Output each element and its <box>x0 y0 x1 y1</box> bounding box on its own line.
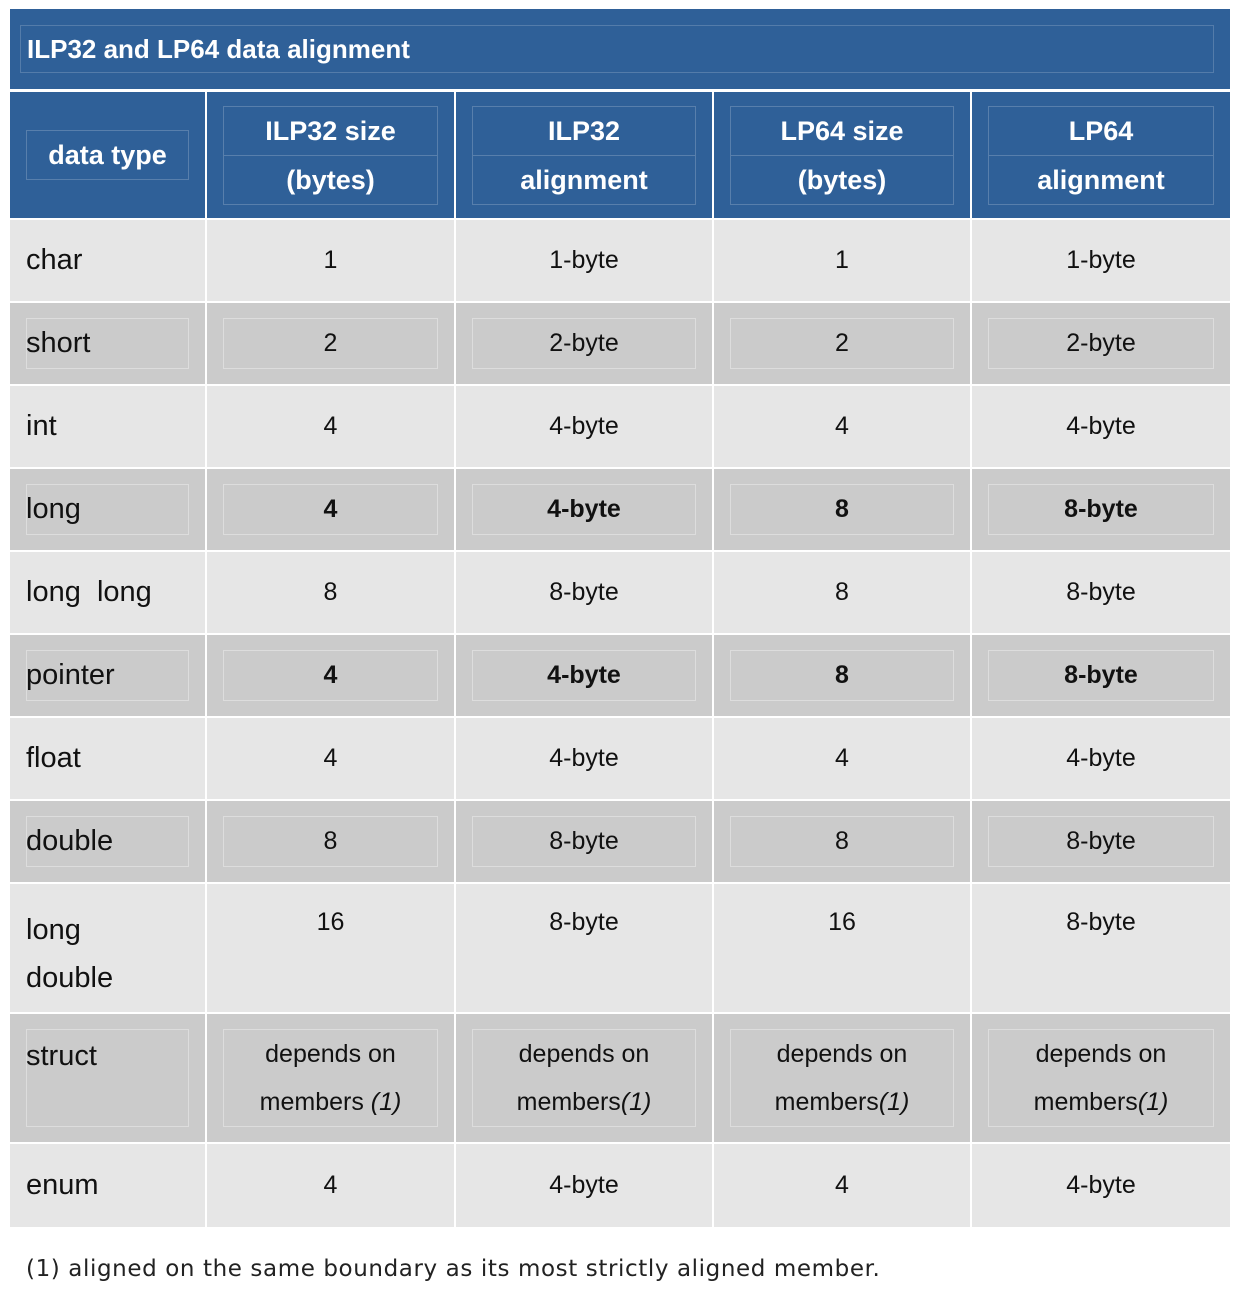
ilp32-alignment-cell: 4-byte <box>456 469 714 550</box>
table-row: float 4 4-byte 4 4-byte <box>10 718 1230 801</box>
footnote: (1) aligned on the same boundary as its … <box>26 1256 881 1282</box>
data-type-cell: long long <box>10 552 207 633</box>
ilp32-size-cell: 4 <box>207 1144 456 1227</box>
lp64-size-cell: 8 <box>714 801 972 882</box>
ilp32-size-cell: 4 <box>207 635 456 716</box>
header-lp64-size: LP64 size (bytes) <box>714 92 972 218</box>
header-ilp32-alignment-line2: alignment <box>473 154 695 204</box>
lp64-size-cell: 4 <box>714 718 972 799</box>
ilp32-size-cell: depends on members (1) <box>207 1014 456 1142</box>
ilp32-size-cell: 8 <box>207 552 456 633</box>
lp64-size-cell: 4 <box>714 1144 972 1227</box>
lp64-alignment-cell: 2-byte <box>972 303 1230 384</box>
ilp32-alignment-cell: 8-byte <box>456 884 714 1012</box>
table-row: char 1 1-byte 1 1-byte <box>10 220 1230 303</box>
header-ilp32-size-line2: (bytes) <box>224 154 437 204</box>
header-ilp32-alignment: ILP32 alignment <box>456 92 714 218</box>
alignment-table: ILP32 and LP64 data alignment data type … <box>10 9 1230 1227</box>
ilp32-alignment-cell: 4-byte <box>456 1144 714 1227</box>
lp64-alignment-cell: 8-byte <box>972 469 1230 550</box>
data-type-cell: pointer <box>10 635 207 716</box>
header-ilp32-size-line1: ILP32 size <box>265 115 396 146</box>
data-type-cell: enum <box>10 1144 207 1227</box>
data-type-cell: int <box>10 386 207 467</box>
lp64-size-cell: 4 <box>714 386 972 467</box>
lp64-alignment-cell: 4-byte <box>1066 412 1136 440</box>
ilp32-alignment-cell: 4-byte <box>456 635 714 716</box>
data-type-cell: struct <box>10 1014 207 1142</box>
ilp32-size-cell: 4 <box>207 386 456 467</box>
ilp32-size-cell: 4 <box>207 469 456 550</box>
lp64-size-cell: depends on members(1) <box>714 1014 972 1142</box>
lp64-alignment-cell: 8-byte <box>972 635 1230 716</box>
header-lp64-size-line2: (bytes) <box>731 154 953 204</box>
lp64-size-cell: 2 <box>714 303 972 384</box>
lp64-size-cell: 8 <box>714 469 972 550</box>
header-data-type-label: data type <box>48 140 167 170</box>
lp64-size-cell: 8 <box>714 552 972 633</box>
lp64-alignment-cell: 4-byte <box>1066 744 1136 772</box>
table-row: struct depends on members (1) depends on… <box>10 1014 1230 1144</box>
ilp32-size-cell: 1 <box>207 220 456 301</box>
ilp32-size-cell: 4 <box>207 718 456 799</box>
table-title-bar: ILP32 and LP64 data alignment <box>10 9 1230 89</box>
ilp32-alignment-cell: 1-byte <box>456 220 714 301</box>
data-type-cell: long <box>10 469 207 550</box>
ilp32-alignment-cell: 8-byte <box>456 552 714 633</box>
lp64-size-cell: 8 <box>714 635 972 716</box>
header-data-type: data type <box>10 92 207 218</box>
lp64-alignment-cell: 1-byte <box>1066 246 1136 274</box>
table-row: long long 8 8-byte 8 8-byte <box>10 552 1230 635</box>
data-type-cell: char <box>10 220 207 301</box>
header-lp64-size-line1: LP64 size <box>780 115 904 146</box>
ilp32-alignment-cell: 8-byte <box>456 801 714 882</box>
header-row: data type ILP32 size (bytes) ILP32 align… <box>10 92 1230 220</box>
lp64-alignment-cell: 8-byte <box>1066 578 1136 606</box>
lp64-alignment-cell: depends on members(1) <box>972 1014 1230 1142</box>
data-type-cell: float <box>10 718 207 799</box>
ilp32-alignment-cell: depends on members(1) <box>456 1014 714 1142</box>
data-type-cell: double <box>10 801 207 882</box>
header-lp64-alignment-line1: LP64 <box>1068 115 1134 146</box>
lp64-size-cell: 16 <box>714 884 972 1012</box>
ilp32-size-cell: 8 <box>207 801 456 882</box>
lp64-alignment-cell: 4-byte <box>1066 1171 1136 1199</box>
header-ilp32-size: ILP32 size (bytes) <box>207 92 456 218</box>
data-type-cell: long double <box>10 884 207 1012</box>
table-row: long double 16 8-byte 16 8-byte <box>10 884 1230 1014</box>
lp64-alignment-cell: 8-byte <box>1066 908 1136 936</box>
table-row: pointer 4 4-byte 8 8-byte <box>10 635 1230 718</box>
ilp32-alignment-cell: 4-byte <box>456 718 714 799</box>
title-separator <box>10 89 1230 92</box>
ilp32-size-cell: 2 <box>207 303 456 384</box>
table-row: int 4 4-byte 4 4-byte <box>10 386 1230 469</box>
header-lp64-alignment: LP64 alignment <box>972 92 1230 218</box>
header-lp64-alignment-line2: alignment <box>989 154 1213 204</box>
ilp32-alignment-cell: 2-byte <box>456 303 714 384</box>
table-row: short 2 2-byte 2 2-byte <box>10 303 1230 386</box>
table-row: enum 4 4-byte 4 4-byte <box>10 1144 1230 1227</box>
lp64-size-cell: 1 <box>714 220 972 301</box>
data-type-cell: short <box>10 303 207 384</box>
table-row: double 8 8-byte 8 8-byte <box>10 801 1230 884</box>
table-title: ILP32 and LP64 data alignment <box>20 25 1214 73</box>
header-ilp32-alignment-line1: ILP32 <box>547 115 621 146</box>
lp64-alignment-cell: 8-byte <box>972 801 1230 882</box>
ilp32-size-cell: 16 <box>207 884 456 1012</box>
table-row: long 4 4-byte 8 8-byte <box>10 469 1230 552</box>
ilp32-alignment-cell: 4-byte <box>456 386 714 467</box>
